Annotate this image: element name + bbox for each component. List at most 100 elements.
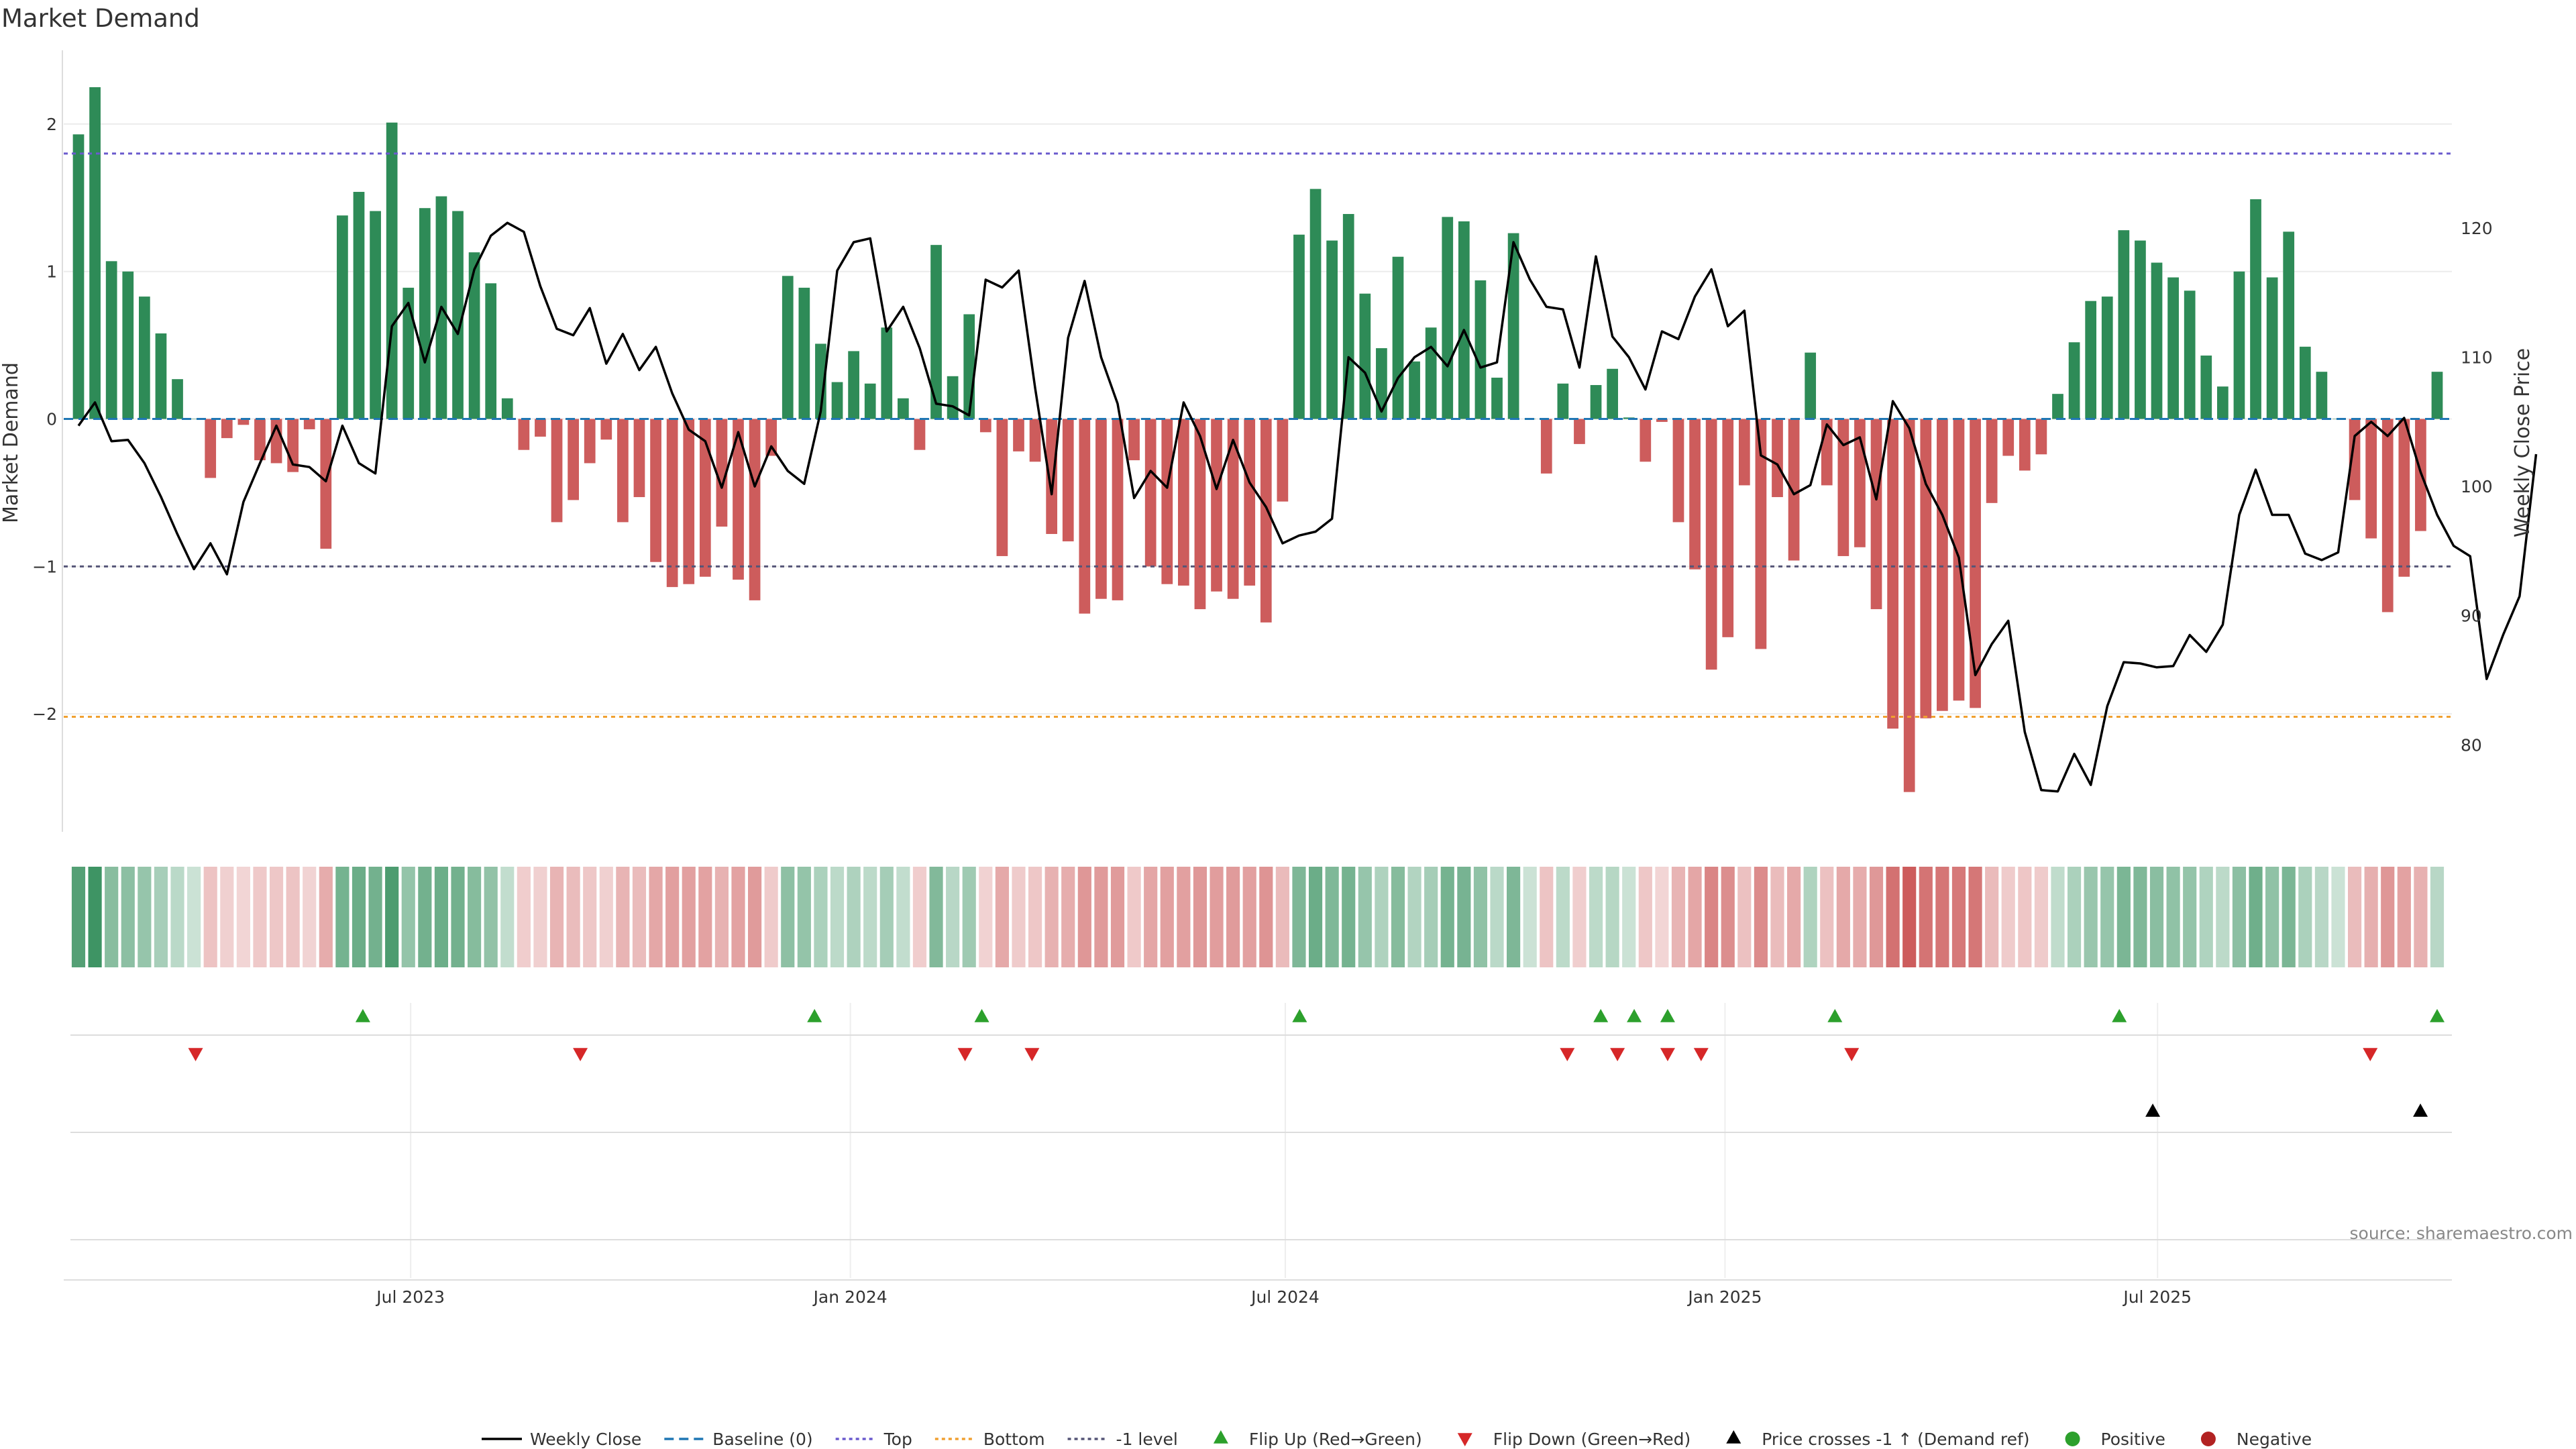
demand-bar <box>1095 419 1107 599</box>
x-tick-label: Jan 2025 <box>1686 1287 1762 1307</box>
demand-bar <box>617 419 629 523</box>
heat-cell <box>682 867 696 967</box>
source-note: source: sharemaestro.com <box>2350 1224 2573 1243</box>
heat-cell <box>2331 867 2345 967</box>
demand-bar <box>1062 419 1074 541</box>
heat-cell <box>649 867 663 967</box>
heat-cell <box>1177 867 1191 967</box>
heat-cell <box>1242 867 1256 967</box>
y-tick-label-left: −2 <box>32 704 57 724</box>
heat-cell <box>1308 867 1323 967</box>
demand-bar <box>1227 419 1239 599</box>
heat-cell <box>533 867 547 967</box>
heat-cell <box>138 867 152 967</box>
demand-bar <box>2233 271 2245 419</box>
demand-bar <box>979 419 991 433</box>
demand-bar <box>1442 217 1454 419</box>
demand-bar <box>1607 368 1618 419</box>
flip-down-marker <box>573 1048 588 1061</box>
heat-cell <box>1292 867 1306 967</box>
demand-bar <box>1705 419 1717 670</box>
heat-cell <box>814 867 828 967</box>
heat-cell <box>1407 867 1421 967</box>
flip-up-marker <box>1627 1009 1642 1022</box>
demand-bar <box>1359 293 1371 419</box>
heat-cell <box>335 867 350 967</box>
heat-cell <box>781 867 795 967</box>
y-tick-label-left: −1 <box>32 557 57 576</box>
heat-cell <box>1110 867 1125 967</box>
heat-cell <box>599 867 613 967</box>
heat-cell <box>830 867 845 967</box>
demand-bar <box>370 211 381 419</box>
demand-bar <box>996 419 1008 556</box>
heat-cell <box>303 867 317 967</box>
heat-cell <box>1919 867 1933 967</box>
demand-bar <box>1937 419 1948 711</box>
heat-cell <box>1754 867 1768 967</box>
heat-cell <box>2001 867 2015 967</box>
heat-cell <box>1935 867 1949 967</box>
heat-cell <box>583 867 597 967</box>
heat-cell <box>896 867 910 967</box>
demand-bar <box>584 419 596 464</box>
heat-cell <box>2347 867 2362 967</box>
heat-cell <box>2249 867 2263 967</box>
heat-cell <box>1803 867 1817 967</box>
heat-cell <box>1787 867 1801 967</box>
demand-bar <box>320 419 332 549</box>
legend-item: Positive <box>2065 1430 2165 1449</box>
heat-cell <box>912 867 927 967</box>
heat-cell <box>979 867 993 967</box>
demand-bar <box>1474 280 1487 419</box>
flip-down-marker <box>2363 1048 2378 1061</box>
heat-cell <box>2100 867 2114 967</box>
demand-bar <box>1144 419 1157 567</box>
heat-cell <box>319 867 333 967</box>
heat-cell <box>352 867 366 967</box>
heat-cell <box>1721 867 1735 967</box>
heat-cell <box>2381 867 2395 967</box>
heat-cell <box>2364 867 2378 967</box>
demand-bar <box>237 419 250 425</box>
demand-bar <box>1590 384 1602 419</box>
heat-cell <box>2397 867 2411 967</box>
demand-bar <box>1722 419 1734 637</box>
heat-cell <box>88 867 102 967</box>
heat-cell <box>1127 867 1141 967</box>
heat-cell <box>1886 867 1900 967</box>
heat-cell <box>236 867 250 967</box>
demand-bar <box>765 419 777 456</box>
demand-bar <box>1392 256 1404 419</box>
flip-down-marker <box>1844 1048 1860 1061</box>
y-tick-label-right: 120 <box>2461 219 2493 238</box>
legend-label: Top <box>883 1430 912 1449</box>
demand-bar <box>2052 394 2063 419</box>
flip-down-marker <box>188 1048 203 1061</box>
heat-cell <box>2199 867 2213 967</box>
x-tick-label: Jan 2024 <box>812 1287 888 1307</box>
heat-cell <box>1391 867 1405 967</box>
heat-cell <box>1440 867 1454 967</box>
demand-bar <box>501 398 513 419</box>
demand-bar <box>155 333 167 419</box>
demand-bar <box>1986 419 1998 503</box>
demand-bar <box>699 419 711 577</box>
heat-cell <box>1275 867 1289 967</box>
y-tick-label-left: 2 <box>46 115 57 134</box>
demand-bar <box>468 252 480 419</box>
flip-down-marker <box>1560 1048 1575 1061</box>
demand-bar <box>1277 419 1289 502</box>
demand-bar <box>1887 419 1898 729</box>
demand-bar <box>2365 419 2377 539</box>
flip-up-marker <box>974 1009 989 1022</box>
demand-bar <box>1903 419 1915 792</box>
x-tick-label: Jul 2023 <box>375 1287 445 1307</box>
demand-bar <box>831 382 843 419</box>
heat-cell <box>2149 867 2164 967</box>
heat-cell <box>401 867 415 967</box>
demand-bar <box>205 419 217 478</box>
demand-bar <box>2085 301 2097 419</box>
x-tick-label: Jul 2024 <box>1250 1287 1320 1307</box>
heat-cell <box>1160 867 1174 967</box>
